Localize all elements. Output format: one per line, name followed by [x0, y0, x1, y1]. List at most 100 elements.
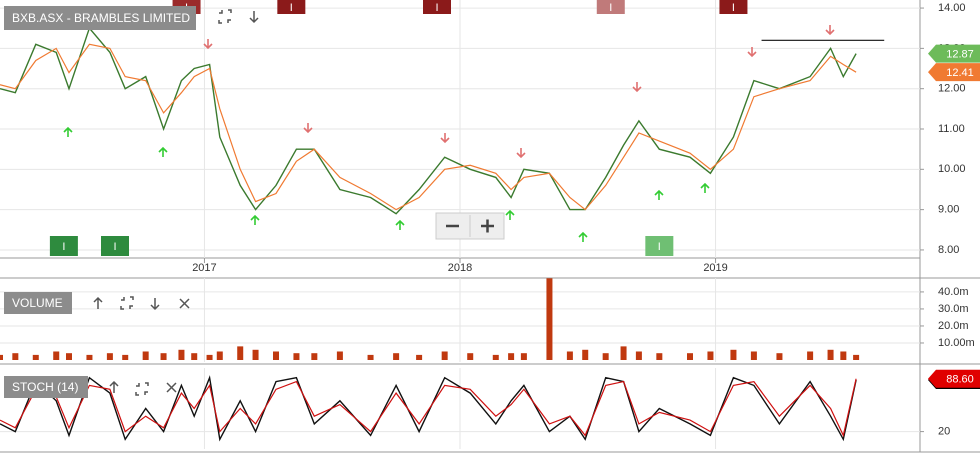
volume-bar [467, 353, 474, 360]
buy-arrow [700, 182, 710, 193]
event-badge [596, 0, 625, 14]
move-up-button[interactable] [109, 380, 119, 393]
expand-button[interactable] [218, 9, 232, 24]
last-value-label: 12.87 [946, 49, 974, 61]
y-tick-label: 14.00 [938, 2, 966, 14]
volume-bar [273, 351, 279, 360]
volume-bar [367, 354, 374, 360]
sell-arrow [303, 123, 313, 134]
volume-bar [827, 349, 834, 360]
zoom-controls [435, 212, 505, 240]
last-value-tag-bg [928, 63, 980, 82]
last-value-label: 12.41 [946, 67, 974, 79]
series-line [0, 43, 857, 211]
buy-arrow [578, 231, 588, 242]
close-button[interactable] [179, 298, 190, 309]
sell-arrow [632, 82, 642, 93]
last-value-tag-bg [928, 369, 980, 388]
volume-bar [160, 353, 167, 360]
close-button[interactable] [166, 382, 177, 393]
volume-bar [546, 278, 553, 360]
event-badge-label: I [658, 241, 661, 253]
event-badge [645, 236, 674, 256]
volume-bar [0, 354, 3, 360]
volume-bar [252, 349, 259, 360]
move-down-button[interactable] [150, 298, 160, 311]
volume-bar [853, 354, 860, 360]
event-badge-label: I [732, 2, 735, 14]
zoom-in-button[interactable] [481, 219, 494, 233]
volume-bar [142, 351, 149, 360]
volume-bar [393, 353, 400, 360]
x-tick-label: 2017 [192, 262, 216, 274]
volume-bar [730, 349, 737, 360]
volume-bar [86, 354, 93, 360]
event-badge-label: I [609, 2, 612, 14]
buy-arrow [158, 146, 168, 157]
volume-bar [441, 351, 448, 360]
last-value-tag: 12.41 [928, 63, 980, 82]
volume-bar [122, 354, 129, 360]
volume-bar [520, 353, 527, 360]
x-tick-label: 2018 [448, 262, 472, 274]
volume-bar [32, 354, 39, 360]
event-badge-label: I [113, 241, 116, 253]
volume-bar [807, 351, 814, 360]
buy-arrow [654, 189, 664, 200]
move-down-button[interactable] [249, 11, 259, 24]
series-line [0, 26, 857, 215]
volume-bar [216, 351, 223, 360]
volume-bar [582, 349, 589, 360]
buy-arrow [505, 209, 515, 220]
y-tick-label: 30.0m [938, 303, 969, 315]
sell-arrow [440, 133, 450, 144]
event-badge-label: I [435, 2, 438, 14]
volume-bar [12, 353, 19, 360]
volume-bar [492, 354, 499, 360]
volume-bar [566, 351, 573, 360]
volume-bar [178, 349, 185, 360]
series-line [0, 375, 857, 442]
volume-bar [508, 353, 515, 360]
panel-tools [93, 9, 259, 396]
y-tick-label: 8.00 [938, 244, 959, 256]
title-box: BXB.ASX - BRAMBLES LIMITED [4, 6, 196, 30]
event-badge-label: I [290, 2, 293, 14]
y-tick-label: 11.00 [938, 123, 965, 135]
chart-title: BXB.ASX - BRAMBLES LIMITED [12, 11, 190, 25]
event-badge [277, 0, 306, 14]
stoch-box: STOCH (14) [4, 376, 88, 398]
volume-bar [602, 353, 609, 360]
volume-bar [687, 353, 693, 360]
panel-title: STOCH (14) [12, 380, 78, 394]
panel-title: VOLUME [12, 296, 63, 310]
event-badge [101, 236, 129, 256]
buy-arrow [395, 219, 405, 230]
y-tick-label: 9.00 [938, 204, 959, 216]
event-badge [423, 0, 451, 14]
sell-arrows [203, 25, 835, 159]
last-value-tag: 88.60 [928, 369, 980, 388]
y-tick-label: 10.00 [938, 163, 966, 175]
y-tick-label: 20 [938, 426, 950, 438]
move-up-button[interactable] [93, 296, 103, 309]
volume-bar [206, 354, 213, 360]
volume-bar [53, 351, 60, 360]
expand-button[interactable] [120, 296, 134, 310]
last-value-tag: 12.87 [928, 44, 980, 63]
signal-arrows [63, 25, 835, 242]
event-badge [49, 236, 78, 256]
expand-button[interactable] [135, 382, 149, 396]
volume-bar [656, 353, 663, 360]
volume-bar [311, 353, 318, 360]
x-tick-label: 2019 [703, 262, 727, 274]
buy-arrow [63, 126, 73, 137]
sell-arrow [203, 39, 213, 50]
last-value-label: 88.60 [946, 374, 974, 386]
title-bg [4, 6, 196, 30]
volume-bar [635, 351, 642, 360]
panel-label-bg [4, 292, 72, 314]
buy-arrows [63, 126, 710, 242]
